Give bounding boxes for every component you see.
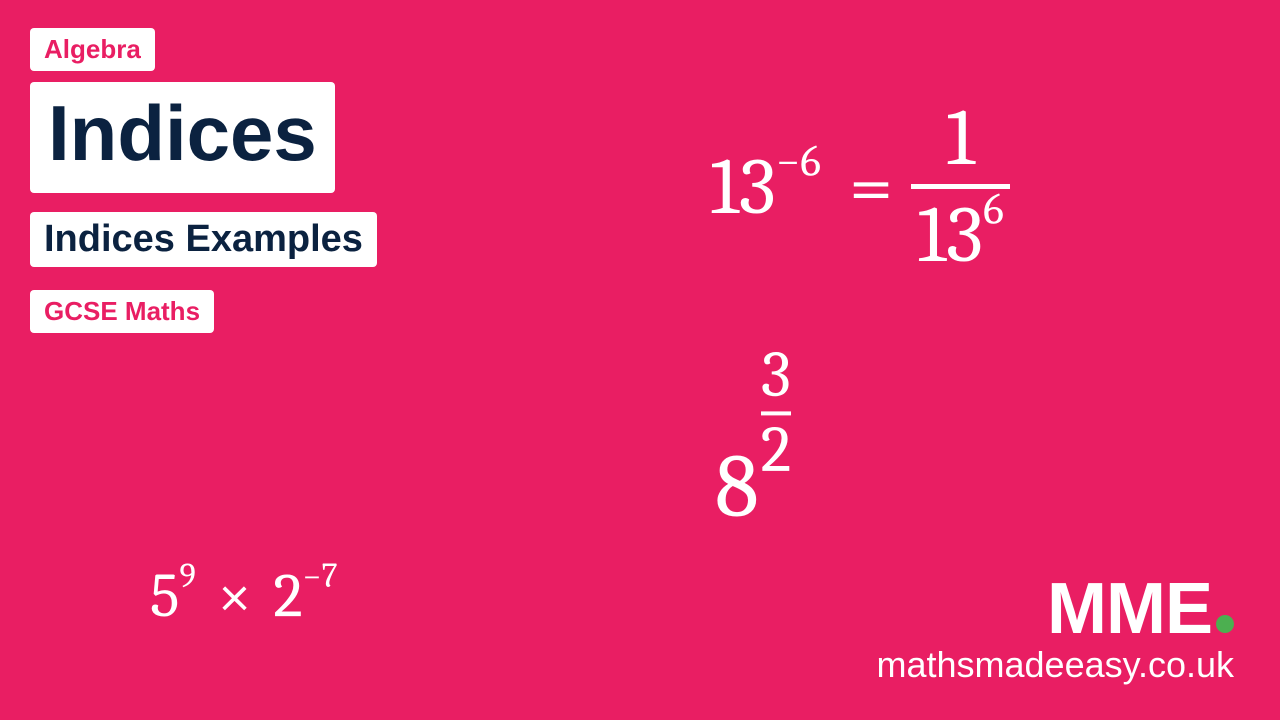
eq1-denominator: 136 xyxy=(911,193,1010,277)
eq1-exp-left: −6 xyxy=(776,135,821,186)
eq1-numerator: 1 xyxy=(936,96,985,180)
brand-dot-icon xyxy=(1216,615,1234,633)
eq1-fraction: 1 136 xyxy=(911,96,1010,277)
eq2-exponent: 3 2 xyxy=(761,343,792,483)
brand-logo: MME mathsmadeeasy.co.uk xyxy=(876,577,1234,686)
tag-subtitle: Indices Examples xyxy=(30,212,377,267)
equation-product: 59 × 2−7 xyxy=(150,560,338,632)
eq3-a-exp: 9 xyxy=(179,556,195,596)
tag-level-label: GCSE Maths xyxy=(44,296,200,326)
tag-level: GCSE Maths xyxy=(30,290,214,333)
tag-title-label: Indices xyxy=(48,89,317,177)
tag-title: Indices xyxy=(30,82,335,193)
tag-category-label: Algebra xyxy=(44,34,141,64)
eq2-base: 8 xyxy=(715,442,759,532)
eq1-lhs: 13−6 xyxy=(710,141,821,233)
eq1-equals: = xyxy=(849,141,893,233)
tag-category: Algebra xyxy=(30,28,155,71)
brand-name-row: MME xyxy=(1047,577,1234,642)
eq3-b-base: 2 xyxy=(273,560,302,632)
eq2-exp-den: 2 xyxy=(761,418,792,483)
eq3-times: × xyxy=(217,560,251,632)
brand-name: MME xyxy=(1047,569,1212,649)
eq1-denom-base: 13 xyxy=(917,189,983,281)
eq2-exp-num: 3 xyxy=(761,343,791,408)
eq1-denom-exp: 6 xyxy=(983,184,1004,235)
tag-subtitle-label: Indices Examples xyxy=(44,218,363,260)
eq3-b-exp: −7 xyxy=(303,556,338,596)
equation-negative-exponent: 13−6 = 1 136 xyxy=(710,96,1010,277)
brand-url: mathsmadeeasy.co.uk xyxy=(876,644,1234,686)
eq1-base-left: 13 xyxy=(710,141,776,233)
equation-fractional-exponent: 8 3 2 xyxy=(715,392,791,532)
eq3-a-base: 5 xyxy=(150,560,179,632)
